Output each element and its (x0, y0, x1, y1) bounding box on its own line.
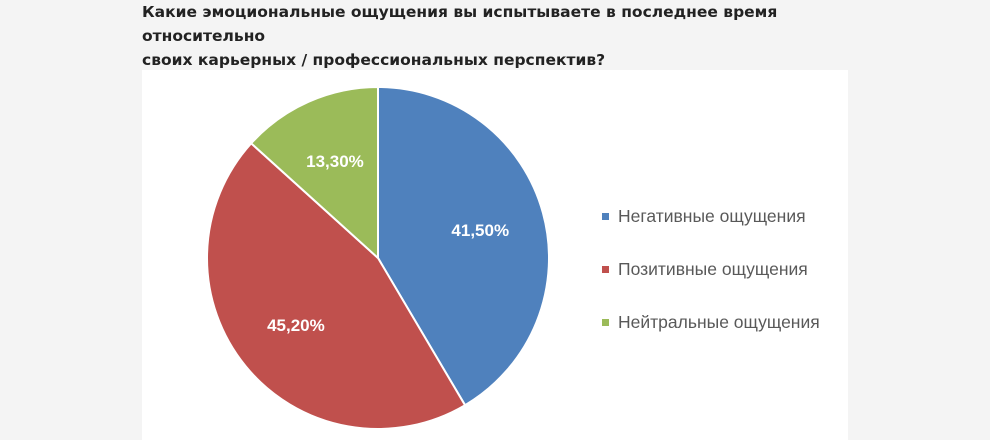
legend-item-negative: Негативные ощущения (602, 190, 848, 243)
survey-question: Какие эмоциональные ощущения вы испытыва… (142, 3, 778, 69)
pie-slice-negative (377, 86, 550, 407)
pie-data-label-neutral: 13,30% (306, 152, 364, 171)
pie-data-label-positive: 45,20% (267, 316, 325, 335)
legend-swatch-positive (602, 266, 609, 273)
legend-swatch-neutral (602, 319, 609, 326)
pie-chart-panel: 41,50% 45,20% 13,30% Негативные ощущения П… (142, 70, 848, 440)
legend-item-neutral: Нейтральные ощущения (602, 296, 848, 349)
chart-legend: Негативные ощущения Позитивные ощущения … (602, 190, 848, 349)
legend-swatch-negative (602, 213, 609, 220)
pie-slice-neutral (250, 86, 379, 259)
pie-data-label-negative: 41,50% (451, 221, 509, 240)
pie-slice-positive (206, 142, 467, 430)
legend-label-positive: Позитивные ощущения (618, 259, 808, 279)
legend-item-positive: Позитивные ощущения (602, 243, 848, 296)
pie-chart: 41,50% 45,20% 13,30% (206, 86, 550, 430)
legend-label-negative: Негативные ощущения (618, 206, 806, 226)
legend-label-neutral: Нейтральные ощущения (618, 312, 820, 332)
